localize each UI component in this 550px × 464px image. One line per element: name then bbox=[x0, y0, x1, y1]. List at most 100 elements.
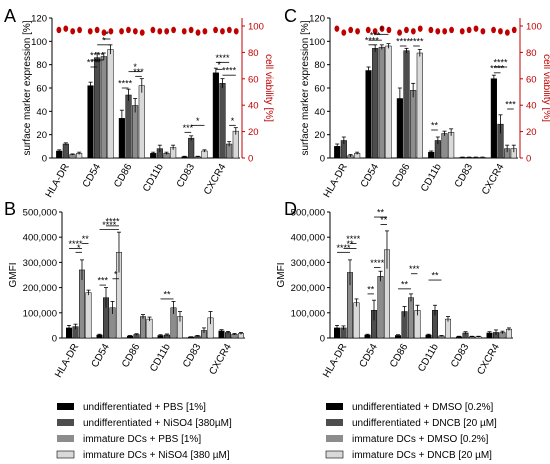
chart-d-significance-label: ** bbox=[346, 239, 354, 249]
chart-a-viability-dot bbox=[108, 28, 114, 35]
chart-d-significance-label: ** bbox=[380, 215, 388, 225]
chart-a-significance-label: * bbox=[231, 116, 235, 126]
chart-c-y2-tick-label: 80 bbox=[526, 48, 537, 59]
chart-a-bar bbox=[188, 137, 195, 159]
legend-right-swatch-3 bbox=[326, 435, 343, 442]
chart-a-y2-tick-label: 40 bbox=[248, 101, 259, 112]
chart-c-viability-dot bbox=[459, 28, 465, 35]
chart-d-significance-label: *** bbox=[409, 264, 420, 274]
legend-right: undifferentiated + DMSO [0.2%] undiffere… bbox=[325, 402, 497, 461]
chart-b-significance-label: **** bbox=[102, 220, 117, 230]
chart-c-y2-axis-title: cell viability [%] bbox=[541, 54, 550, 122]
chart-c-bar bbox=[365, 70, 372, 159]
chart-a-category-label: CD54 bbox=[81, 162, 104, 190]
chart-c-category-label: CD11b bbox=[419, 162, 444, 194]
chart-a-y2-axis-title: cell viability [%] bbox=[263, 54, 274, 122]
chart-a-viability-dot bbox=[171, 26, 176, 34]
legend-right-swatch-2 bbox=[326, 419, 343, 426]
chart-d-significance-label: ** bbox=[431, 271, 439, 281]
chart-a-category-label: CD83 bbox=[175, 162, 198, 190]
chart-d-bar bbox=[505, 328, 512, 339]
legend-right-entry-3: immature DCs + DMSO [0.2%] bbox=[352, 434, 489, 445]
chart-c-viability-dot bbox=[410, 28, 416, 35]
chart-b-y-tick-label: 400,000 bbox=[23, 233, 57, 244]
chart-a-bar bbox=[138, 85, 145, 159]
chart-b-y-axis-title: GMFI bbox=[8, 263, 19, 288]
chart-a-significance-label: * bbox=[133, 62, 137, 72]
chart-c-y-tick-label: 60 bbox=[314, 84, 325, 95]
chart-c-viability-dot bbox=[355, 28, 360, 35]
chart-c-y2-tick-label: 40 bbox=[526, 101, 537, 112]
chart-a-viability-dot bbox=[56, 26, 62, 34]
chart-a-y2-tick-label: 20 bbox=[248, 127, 259, 138]
chart-b-significance-label: ** bbox=[163, 289, 171, 299]
chart-b-y-tick-label: 100,000 bbox=[23, 308, 57, 319]
chart-b-y-tick-label: 500,000 bbox=[23, 208, 57, 219]
chart-c-viability-dot bbox=[365, 26, 371, 34]
chart-a-viability-dot bbox=[157, 28, 163, 35]
chart-a-bar bbox=[94, 57, 101, 159]
chart-a-y-tick-label: 60 bbox=[36, 84, 47, 95]
chart-a-significance-label: *** bbox=[183, 123, 194, 133]
chart-b-significance-label: **** bbox=[68, 239, 83, 249]
chart-a-viability-dot bbox=[226, 26, 232, 34]
legend-right-swatch-4 bbox=[325, 450, 344, 459]
chart-d-y-tick-label: 400,000 bbox=[291, 233, 325, 244]
chart-c-viability-dot bbox=[397, 29, 402, 36]
chart-c-viability-dot bbox=[348, 26, 354, 34]
chart-b-significance-label: **** bbox=[105, 216, 120, 226]
legend-right-swatch-1 bbox=[326, 403, 343, 410]
chart-a-viability-dot bbox=[195, 29, 201, 36]
chart-a-category-label: CD11b bbox=[141, 162, 166, 194]
chart-a-category-label: CXCR4 bbox=[202, 162, 229, 197]
chart-d-category-label: CD86 bbox=[388, 342, 411, 370]
chart-a-significance-label: **** bbox=[87, 58, 102, 68]
chart-a-y2-tick-label: 0 bbox=[248, 154, 253, 165]
chart-d-significance-label: **** bbox=[370, 258, 385, 268]
chart-c-significance-label: **** bbox=[396, 37, 411, 47]
chart-d-significance-label: **** bbox=[346, 234, 361, 244]
chart-b-category-label: CD86 bbox=[120, 342, 143, 370]
chart-b-bar bbox=[79, 269, 85, 339]
chart-a-significance-label: **** bbox=[222, 66, 237, 76]
panel-label-A: A bbox=[4, 6, 16, 26]
chart-a-viability-dot bbox=[213, 26, 218, 34]
chart-a-bar bbox=[125, 94, 132, 159]
legend-right-entry-4: immature DCs + DNCB [20 µM] bbox=[352, 450, 492, 461]
chart-a-y-tick-label: 0 bbox=[42, 154, 47, 165]
chart-c-significance-label: ** bbox=[431, 121, 439, 131]
chart-a-viability-dot bbox=[70, 28, 76, 35]
chart-c-viability-dot bbox=[491, 26, 496, 34]
chart-c-viability-dot bbox=[404, 26, 409, 34]
chart-b-category-label: CD83 bbox=[181, 342, 204, 370]
chart-c-y-axis-title: surface marker expression [%] bbox=[300, 20, 311, 155]
chart-a-viability-dot bbox=[94, 26, 100, 34]
chart-a-y-tick-label: 40 bbox=[36, 107, 47, 118]
chart-a-y-axis-title: surface marker expression [%] bbox=[22, 20, 33, 155]
chart-d-significance-label: ** bbox=[367, 284, 375, 294]
chart-a-viability-dot bbox=[233, 28, 239, 35]
chart-a-viability-dot bbox=[77, 26, 82, 34]
chart-a-bar bbox=[87, 85, 94, 159]
chart-c-viability-dot bbox=[334, 25, 340, 32]
chart-a-category-label: HLA-DR bbox=[44, 162, 72, 200]
chart-d-bar bbox=[377, 276, 384, 339]
chart-a-viability-dot bbox=[181, 28, 187, 35]
chart-d-y-tick-label: 100,000 bbox=[291, 308, 325, 319]
chart-c-viability-dot bbox=[466, 26, 472, 34]
chart-d-category-label: CD54 bbox=[358, 342, 381, 370]
chart-c-viability-dot bbox=[473, 25, 479, 32]
chart-b-significance-label: ** bbox=[82, 234, 90, 244]
chart-a-significance-label: *** bbox=[133, 67, 144, 77]
chart-c-viability-dot bbox=[379, 25, 385, 32]
chart-b-category-label: CD54 bbox=[90, 342, 113, 370]
chart-d-y-tick-label: 200,000 bbox=[291, 283, 325, 294]
chart-a-viability-dot bbox=[202, 28, 208, 35]
chart-c-bar bbox=[441, 133, 448, 159]
legend-left-entry-3: immature DCs + PBS [1%] bbox=[83, 434, 201, 445]
chart-b-category-label: CXCR4 bbox=[207, 342, 234, 377]
chart-c-significance-label: *** bbox=[370, 31, 381, 41]
chart-c-y2-tick-label: 0 bbox=[526, 154, 531, 165]
